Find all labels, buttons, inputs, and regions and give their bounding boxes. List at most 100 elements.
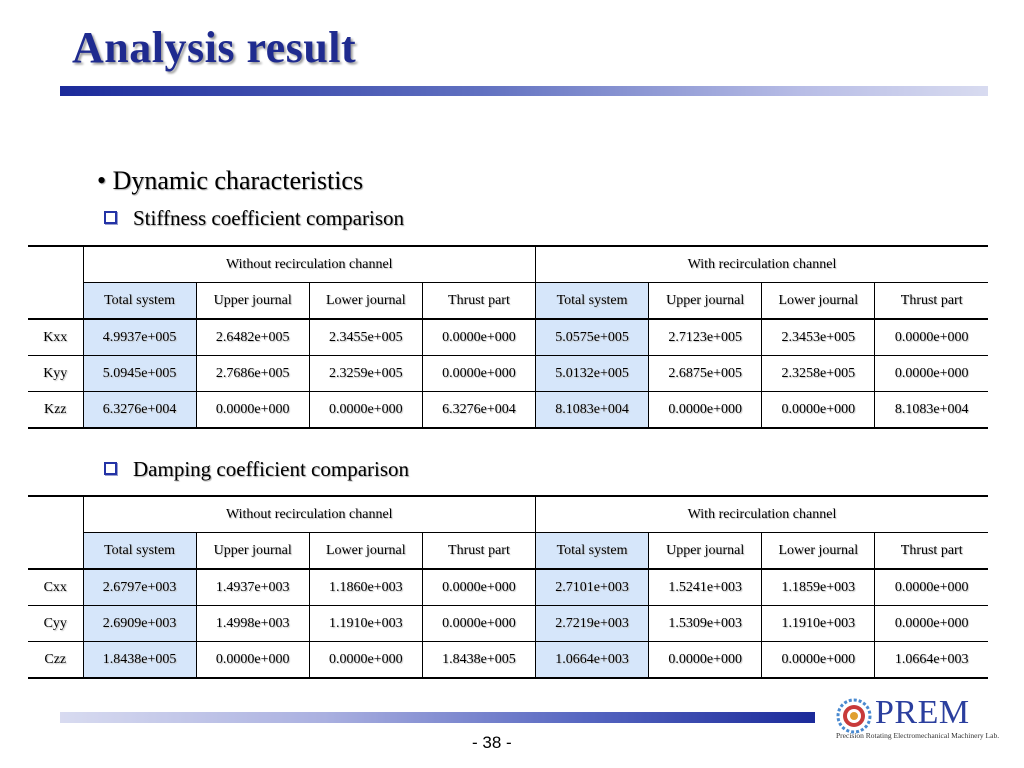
column-header: Total system bbox=[82, 532, 197, 570]
table-cell: 2.3259e+005 bbox=[308, 355, 423, 392]
column-header: Upper journal bbox=[648, 532, 763, 570]
column-header: Lower journal bbox=[308, 282, 423, 320]
table-cell: 0.0000e+000 bbox=[308, 641, 423, 679]
table-row: Czz 1.8438e+005 0.0000e+000 0.0000e+000 … bbox=[28, 641, 988, 679]
row-label: Kyy bbox=[28, 355, 84, 392]
page-number: - 38 - bbox=[472, 733, 512, 752]
table-corner-cell bbox=[28, 532, 84, 570]
table-cell: 0.0000e+000 bbox=[648, 391, 763, 429]
table-cell: 1.4998e+003 bbox=[195, 605, 310, 642]
table-cell: 1.1859e+003 bbox=[761, 569, 876, 606]
column-header: Thrust part bbox=[874, 532, 988, 570]
column-header: Thrust part bbox=[421, 532, 537, 570]
table-column-header-row: Total system Upper journal Lower journal… bbox=[28, 282, 988, 320]
table-cell: 0.0000e+000 bbox=[874, 355, 988, 392]
table-cell: 2.3453e+005 bbox=[761, 319, 876, 356]
table-row: Cyy 2.6909e+003 1.4998e+003 1.1910e+003 … bbox=[28, 605, 988, 642]
footer-bar bbox=[60, 712, 815, 723]
group-header-with: With recirculation channel bbox=[535, 245, 988, 283]
damping-heading: Damping coefficient comparison bbox=[104, 457, 409, 482]
stiffness-table: Without recirculation channel With recir… bbox=[28, 245, 988, 429]
table-cell: 1.1860e+003 bbox=[308, 569, 423, 606]
row-label: Cxx bbox=[28, 569, 84, 606]
table-row: Kxx 4.9937e+005 2.6482e+005 2.3455e+005 … bbox=[28, 319, 988, 356]
table-cell: 6.3276e+004 bbox=[82, 391, 197, 429]
logo-subtitle: Precision Rotating Electromechanical Mac… bbox=[836, 731, 1000, 740]
table-corner-cell bbox=[28, 245, 84, 283]
table-cell: 0.0000e+000 bbox=[761, 391, 876, 429]
table-corner-cell bbox=[28, 282, 84, 320]
row-label: Czz bbox=[28, 641, 84, 679]
damping-heading-label: Damping coefficient comparison bbox=[133, 457, 410, 481]
table-cell: 5.0575e+005 bbox=[534, 319, 650, 356]
column-header: Thrust part bbox=[874, 282, 988, 320]
row-label: Kxx bbox=[28, 319, 84, 356]
table-cell: 0.0000e+000 bbox=[421, 319, 537, 356]
stiffness-heading: Stiffness coefficient comparison bbox=[104, 206, 404, 231]
row-label: Cyy bbox=[28, 605, 84, 642]
row-label: Kzz bbox=[28, 391, 84, 429]
column-header: Lower journal bbox=[761, 532, 876, 570]
table-cell: 8.1083e+004 bbox=[534, 391, 650, 429]
table-cell: 1.1910e+003 bbox=[308, 605, 423, 642]
group-header-without: Without recirculation channel bbox=[82, 495, 536, 533]
table-column-header-row: Total system Upper journal Lower journal… bbox=[28, 532, 988, 570]
table-cell: 1.0664e+003 bbox=[534, 641, 650, 679]
gear-logo-icon bbox=[836, 698, 872, 734]
column-header: Upper journal bbox=[648, 282, 763, 320]
table-cell: 2.7219e+003 bbox=[534, 605, 650, 642]
table-cell: 5.0945e+005 bbox=[82, 355, 197, 392]
table-cell: 0.0000e+000 bbox=[421, 605, 537, 642]
table-cell: 0.0000e+000 bbox=[874, 319, 988, 356]
square-bullet-icon bbox=[104, 461, 117, 475]
table-cell: 0.0000e+000 bbox=[421, 569, 537, 606]
column-header: Upper journal bbox=[195, 282, 310, 320]
logo-name: PREM bbox=[875, 694, 970, 731]
column-header: Total system bbox=[82, 282, 197, 320]
table-cell: 0.0000e+000 bbox=[648, 641, 763, 679]
table-cell: 0.0000e+000 bbox=[421, 355, 537, 392]
column-header: Total system bbox=[534, 532, 650, 570]
table-cell: 1.5241e+003 bbox=[648, 569, 763, 606]
table-cell: 5.0132e+005 bbox=[534, 355, 650, 392]
table-row: Kyy 5.0945e+005 2.7686e+005 2.3259e+005 … bbox=[28, 355, 988, 392]
table-cell: 6.3276e+004 bbox=[421, 391, 537, 429]
table-cell: 0.0000e+000 bbox=[874, 569, 988, 606]
square-bullet-icon bbox=[104, 210, 117, 224]
damping-table: Without recirculation channel With recir… bbox=[28, 495, 988, 679]
column-header: Upper journal bbox=[195, 532, 310, 570]
table-corner-cell bbox=[28, 495, 84, 533]
table-cell: 2.3258e+005 bbox=[761, 355, 876, 392]
table-cell: 2.6482e+005 bbox=[195, 319, 310, 356]
table-cell: 0.0000e+000 bbox=[195, 641, 310, 679]
table-row: Kzz 6.3276e+004 0.0000e+000 0.0000e+000 … bbox=[28, 391, 988, 429]
page-title: Analysis result bbox=[72, 23, 357, 72]
table-cell: 2.7101e+003 bbox=[534, 569, 650, 606]
table-group-header-row: Without recirculation channel With recir… bbox=[28, 245, 988, 283]
title-underline-bar bbox=[60, 86, 988, 96]
table-cell: 0.0000e+000 bbox=[874, 605, 988, 642]
stiffness-heading-label: Stiffness coefficient comparison bbox=[133, 206, 404, 230]
table-cell: 1.4937e+003 bbox=[195, 569, 310, 606]
table-cell: 2.6797e+003 bbox=[82, 569, 197, 606]
table-cell: 1.5309e+003 bbox=[648, 605, 763, 642]
table-cell: 2.3455e+005 bbox=[308, 319, 423, 356]
table-row: Cxx 2.6797e+003 1.4937e+003 1.1860e+003 … bbox=[28, 569, 988, 606]
group-header-with: With recirculation channel bbox=[535, 495, 988, 533]
table-cell: 2.6909e+003 bbox=[82, 605, 197, 642]
section-bullet: • Dynamic characteristics bbox=[97, 166, 364, 195]
table-cell: 2.7123e+005 bbox=[648, 319, 763, 356]
table-cell: 1.8438e+005 bbox=[421, 641, 537, 679]
column-header: Lower journal bbox=[761, 282, 876, 320]
table-cell: 8.1083e+004 bbox=[874, 391, 988, 429]
table-cell: 1.0664e+003 bbox=[874, 641, 988, 679]
table-cell: 1.8438e+005 bbox=[82, 641, 197, 679]
column-header: Total system bbox=[534, 282, 650, 320]
table-group-header-row: Without recirculation channel With recir… bbox=[28, 495, 988, 533]
table-cell: 0.0000e+000 bbox=[308, 391, 423, 429]
column-header: Thrust part bbox=[421, 282, 537, 320]
table-cell: 0.0000e+000 bbox=[761, 641, 876, 679]
table-cell: 2.6875e+005 bbox=[648, 355, 763, 392]
column-header: Lower journal bbox=[308, 532, 423, 570]
table-cell: 0.0000e+000 bbox=[195, 391, 310, 429]
